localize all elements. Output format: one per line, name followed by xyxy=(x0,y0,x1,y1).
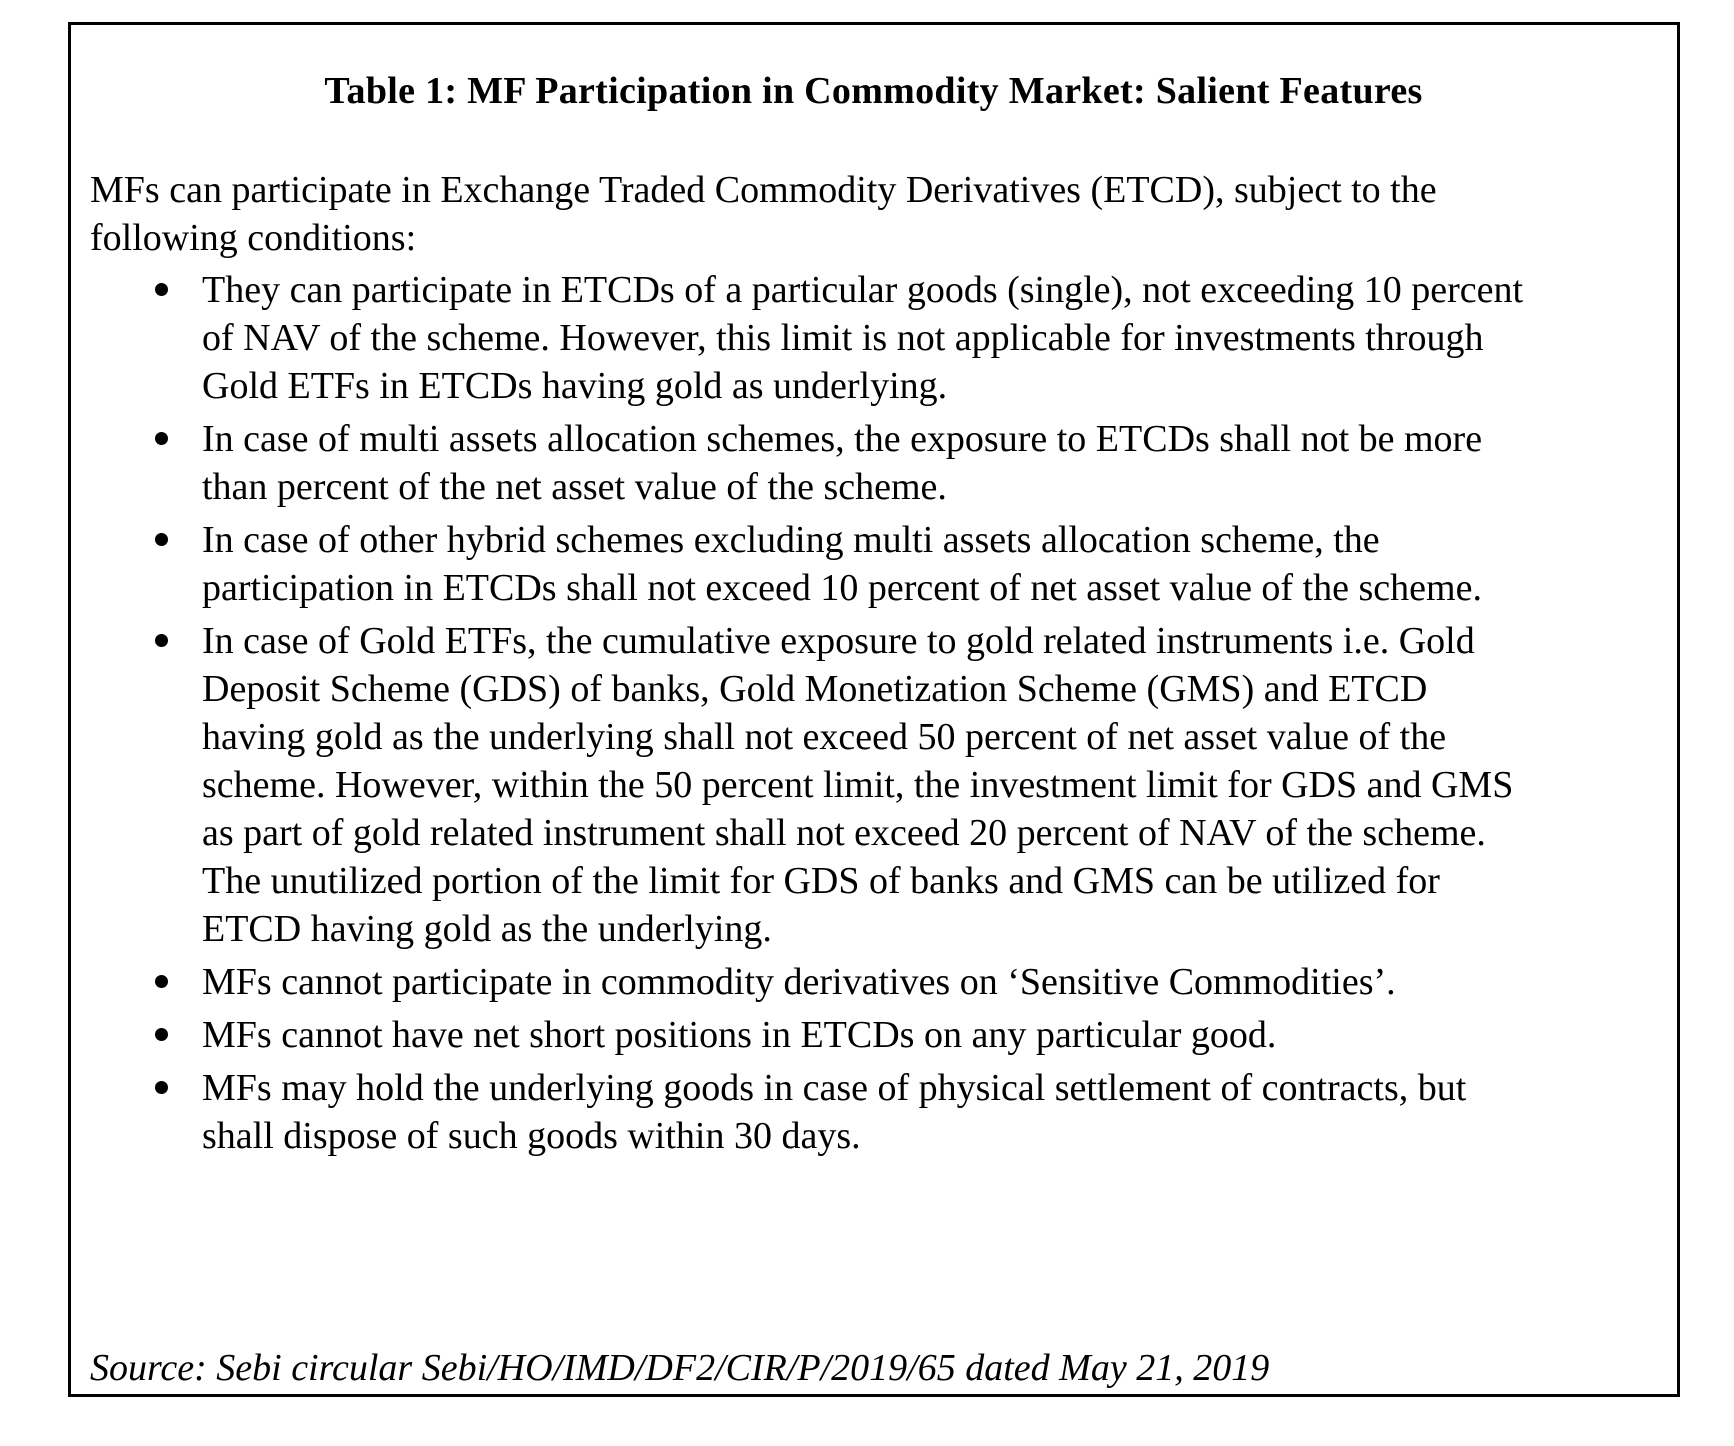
bullet-text: In case of Gold ETFs, the cumulative exp… xyxy=(202,620,1514,950)
table-intro: MFs can participate in Exchange Traded C… xyxy=(90,169,1437,259)
bullet-item: MFs cannot participate in commodity deri… xyxy=(155,958,1657,1006)
bullet-dot-icon xyxy=(155,415,202,445)
bullet-text: In case of other hybrid schemes excludin… xyxy=(202,519,1482,609)
bullet-item: MFs cannot have net short positions in E… xyxy=(155,1011,1657,1059)
bullet-item: In case of Gold ETFs, the cumulative exp… xyxy=(155,617,1657,953)
bullet-item: They can participate in ETCDs of a parti… xyxy=(155,266,1657,410)
bullet-text: MFs cannot participate in commodity deri… xyxy=(202,961,1396,1003)
bullet-text: They can participate in ETCDs of a parti… xyxy=(202,269,1524,407)
bullet-item: MFs may hold the underlying goods in cas… xyxy=(155,1064,1657,1160)
bullet-dot-icon xyxy=(155,1064,202,1094)
bullet-item: In case of multi assets allocation schem… xyxy=(155,415,1657,511)
bullet-text: MFs cannot have net short positions in E… xyxy=(202,1014,1277,1056)
bullet-text: In case of multi assets allocation schem… xyxy=(202,418,1483,508)
table-title: Table 1: MF Participation in Commodity M… xyxy=(324,70,1423,112)
table-box: Table 1: MF Participation in Commodity M… xyxy=(68,22,1680,1397)
bullet-dot-icon xyxy=(155,617,202,647)
bullet-item: In case of other hybrid schemes excludin… xyxy=(155,516,1657,612)
source-note: Source: Sebi circular Sebi/HO/IMD/DF2/CI… xyxy=(90,1347,1270,1389)
bullet-dot-icon xyxy=(155,958,202,988)
bullet-dot-icon xyxy=(155,1011,202,1041)
bullet-list: They can participate in ETCDs of a parti… xyxy=(90,266,1657,1165)
bullet-dot-icon xyxy=(155,516,202,546)
bullet-dot-icon xyxy=(155,266,202,296)
bullet-text: MFs may hold the underlying goods in cas… xyxy=(202,1067,1467,1157)
